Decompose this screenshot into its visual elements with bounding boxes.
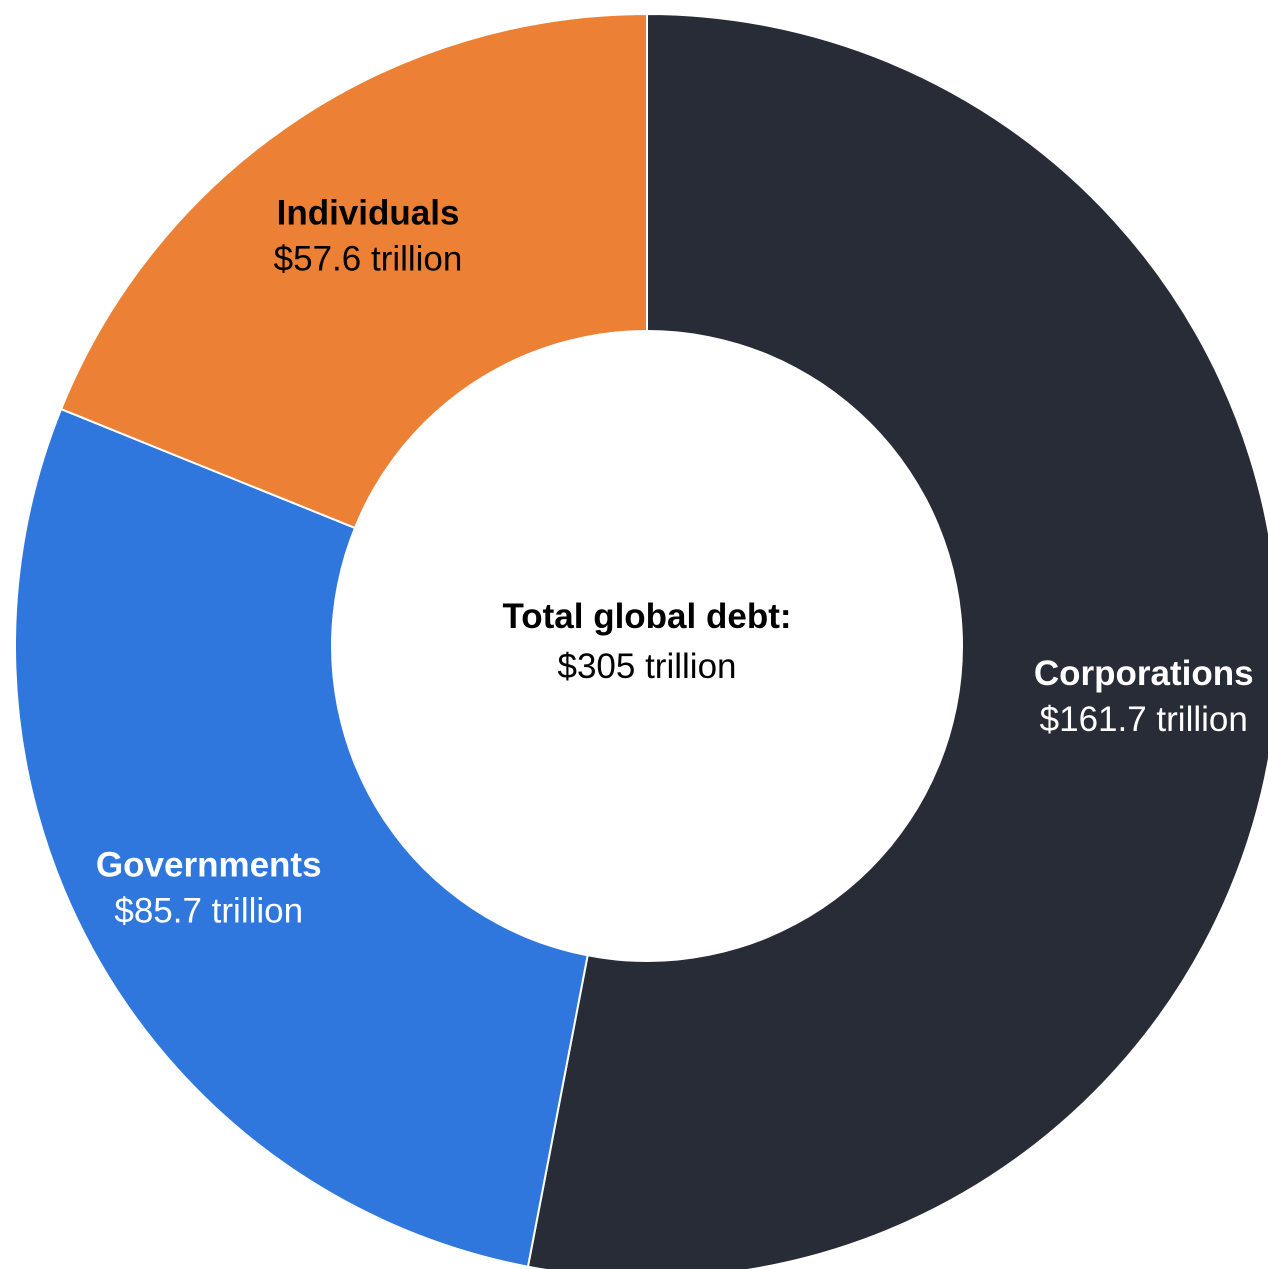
donut-hole (331, 330, 963, 962)
center-title: Total global debt: (502, 597, 791, 636)
center-value: $305 trillion (558, 647, 737, 686)
slice-value-corporations: $161.7 trillion (1040, 700, 1248, 739)
slice-label-governments: Governments (96, 846, 322, 885)
slice-value-individuals: $57.6 trillion (274, 239, 463, 278)
slice-value-governments: $85.7 trillion (114, 892, 303, 931)
slice-label-individuals: Individuals (277, 193, 460, 232)
slice-labels: Corporations $161.7 trillion Governments $8… (96, 193, 1254, 930)
slice-label-corporations: Corporations (1034, 654, 1254, 693)
